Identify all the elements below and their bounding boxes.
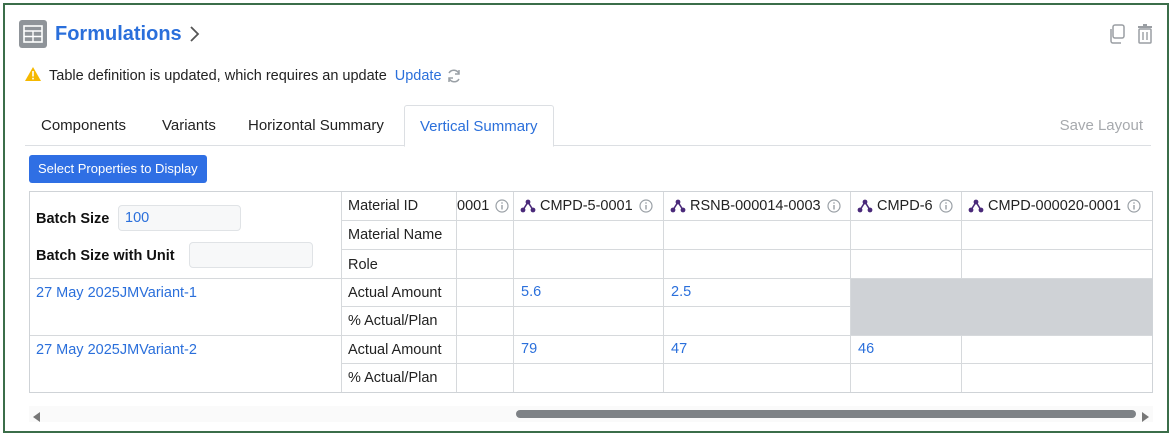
amount-cell[interactable]: 47 <box>664 336 851 364</box>
table-cell <box>962 250 1152 279</box>
disabled-cell-block <box>851 279 1152 336</box>
table-cell <box>962 221 1152 250</box>
batch-size-unit-label: Batch Size with Unit <box>36 248 175 264</box>
column-header: RSNB-000014-0003 <box>664 192 851 221</box>
update-warning: Table definition is updated, which requi… <box>25 67 462 85</box>
column-header: CMPD-000020-0001 <box>962 192 1152 221</box>
tab-horizontal-summary[interactable]: Horizontal Summary <box>248 117 384 134</box>
table-cell <box>457 307 514 336</box>
table-cell <box>962 336 1152 364</box>
tab-components[interactable]: Components <box>41 117 127 134</box>
table-cell <box>514 307 664 336</box>
material-id[interactable]: 0001 <box>457 198 490 214</box>
table-cell <box>457 279 514 307</box>
warning-icon <box>25 67 41 85</box>
warning-message: Table definition is updated, which requi… <box>49 68 387 84</box>
amount-value: 5.6 <box>521 284 542 300</box>
row-label-pct-actual-plan: % Actual/Plan <box>348 370 438 386</box>
row-label-cell: Actual Amount <box>342 336 457 364</box>
column-header: 0001 <box>457 192 514 221</box>
row-label-cell: % Actual/Plan <box>342 307 457 336</box>
variant-row-label: 27 May 2025JMVariant-2 <box>30 336 342 392</box>
table-cell <box>962 364 1152 392</box>
horizontal-scrollbar[interactable] <box>29 406 1153 422</box>
column-header: CMPD-5-0001 <box>514 192 664 221</box>
info-icon[interactable] <box>1127 199 1141 213</box>
molecule-icon <box>520 199 536 213</box>
table-cell <box>664 250 851 279</box>
info-icon[interactable] <box>826 199 841 213</box>
table-icon <box>19 20 47 48</box>
amount-value: 47 <box>671 341 688 357</box>
tab-bar: Components Variants Horizontal Summary V… <box>25 105 1151 147</box>
panel-header: Formulations <box>19 19 200 49</box>
row-label-role: Role <box>348 257 378 273</box>
info-icon[interactable] <box>938 199 953 213</box>
formulations-panel: Formulations <box>3 3 1169 433</box>
table-cell <box>457 250 514 279</box>
header-actions <box>1107 23 1155 45</box>
row-label-cell: Role <box>342 250 457 279</box>
variant-row-label: 27 May 2025JMVariant-1 <box>30 279 342 336</box>
table-cell <box>664 307 851 336</box>
row-label-cell: Material ID <box>342 192 457 221</box>
table-cell <box>664 364 851 392</box>
batch-size-unit-input[interactable] <box>189 242 313 268</box>
amount-cell[interactable]: 46 <box>851 336 962 364</box>
scroll-right-icon[interactable] <box>1141 409 1149 427</box>
vertical-summary-table: Batch Size 100 Batch Size with Unit 27 M… <box>29 191 1153 393</box>
info-icon[interactable] <box>495 199 509 213</box>
update-link[interactable]: Update <box>394 68 442 84</box>
variant-link[interactable]: 27 May 2025JMVariant-1 <box>36 285 197 301</box>
column-header: CMPD-6 <box>851 192 962 221</box>
amount-value: 2.5 <box>671 284 692 300</box>
amount-cell[interactable]: 2.5 <box>664 279 851 307</box>
material-id[interactable]: CMPD-5-0001 <box>540 198 633 214</box>
page-title[interactable]: Formulations <box>55 22 182 45</box>
table-cell <box>664 221 851 250</box>
row-label-pct-actual-plan: % Actual/Plan <box>348 313 438 329</box>
variant-link[interactable]: 27 May 2025JMVariant-2 <box>36 342 197 358</box>
select-properties-button[interactable]: Select Properties to Display <box>29 155 207 183</box>
refresh-icon[interactable] <box>446 68 462 84</box>
amount-value: 79 <box>521 341 538 357</box>
molecule-icon <box>670 199 686 213</box>
table-cell <box>851 364 962 392</box>
row-label-cell: Material Name <box>342 221 457 250</box>
batch-settings-cell: Batch Size 100 Batch Size with Unit <box>30 192 342 279</box>
scrollbar-thumb[interactable] <box>516 410 1136 418</box>
table-cell <box>851 250 962 279</box>
table-cell <box>457 221 514 250</box>
amount-cell[interactable]: 5.6 <box>514 279 664 307</box>
save-layout-button[interactable]: Save Layout <box>1059 117 1143 134</box>
batch-size-input[interactable]: 100 <box>118 205 241 231</box>
scroll-left-icon[interactable] <box>33 409 41 427</box>
row-label-cell: Actual Amount <box>342 279 457 307</box>
amount-value: 46 <box>858 341 875 357</box>
table-cell <box>457 364 514 392</box>
row-label-material-id: Material ID <box>348 198 419 214</box>
table-cell <box>514 364 664 392</box>
row-label-actual-amount: Actual Amount <box>348 342 442 358</box>
row-label-actual-amount: Actual Amount <box>348 285 442 301</box>
row-label-material-name: Material Name <box>348 227 443 243</box>
table-cell <box>457 336 514 364</box>
tab-variants[interactable]: Variants <box>162 117 216 134</box>
tab-vertical-summary[interactable]: Vertical Summary <box>404 105 554 147</box>
info-icon[interactable] <box>639 199 653 213</box>
amount-cell[interactable]: 79 <box>514 336 664 364</box>
row-label-cell: % Actual/Plan <box>342 364 457 392</box>
batch-size-label: Batch Size <box>36 211 110 227</box>
molecule-icon <box>968 199 984 213</box>
table-cell <box>851 221 962 250</box>
material-id[interactable]: CMPD-6 <box>877 198 933 214</box>
copy-icon[interactable] <box>1107 23 1127 45</box>
material-id[interactable]: RSNB-000014-0003 <box>690 198 821 214</box>
material-id[interactable]: CMPD-000020-0001 <box>988 198 1121 214</box>
chevron-right-icon[interactable] <box>188 25 200 43</box>
table-cell <box>514 221 664 250</box>
molecule-icon <box>857 199 873 213</box>
trash-icon[interactable] <box>1135 23 1155 45</box>
table-cell <box>514 250 664 279</box>
